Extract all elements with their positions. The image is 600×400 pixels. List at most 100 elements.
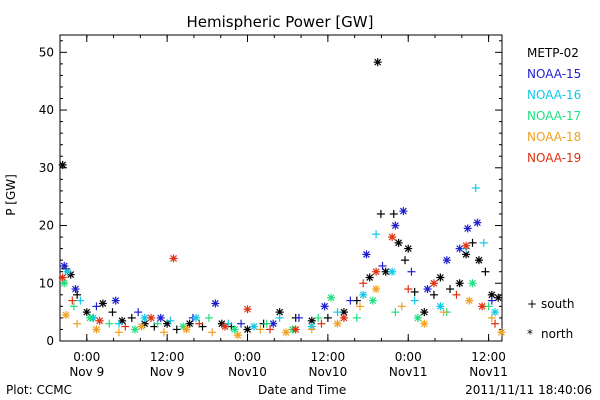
marker-stroke: [157, 314, 165, 322]
marker-stroke: [64, 268, 71, 276]
south-point: [256, 325, 265, 334]
north-point: [339, 313, 348, 322]
north-point: [282, 328, 291, 337]
north-point: [92, 325, 101, 334]
marker-legend-symbol: +: [527, 297, 537, 311]
south-point: [121, 322, 130, 331]
north-point: [63, 267, 72, 276]
north-point: [182, 325, 191, 334]
marker-stroke: [382, 268, 390, 276]
south-point: [468, 238, 477, 247]
marker-stroke: [308, 317, 316, 325]
south-point: [153, 319, 162, 328]
marker-stroke: [436, 302, 444, 310]
marker-stroke: [72, 285, 79, 293]
south-point: [333, 308, 342, 317]
marker-stroke: [292, 326, 300, 333]
south-point: [114, 328, 123, 337]
north-point: [269, 319, 278, 328]
marker-stroke: [221, 323, 229, 330]
marker-stroke: [170, 255, 177, 262]
series-metp-02: [58, 58, 503, 334]
north-point: [436, 302, 445, 311]
legend-item-noaa-16: NOAA-16: [527, 88, 581, 102]
north-point: [465, 296, 474, 305]
south-point: [105, 319, 114, 328]
marker-stroke: [282, 328, 290, 336]
marker-stroke: [491, 308, 499, 316]
marker-stroke: [388, 233, 396, 241]
north-point: [60, 279, 69, 288]
marker-stroke: [60, 262, 68, 270]
south-point: [166, 316, 175, 325]
north-point: [429, 279, 438, 288]
marker-stroke: [327, 294, 335, 302]
x-tick-label-date: Nov11: [389, 365, 428, 379]
north-point: [243, 305, 252, 314]
legend-item-noaa-18: NOAA-18: [527, 130, 581, 144]
marker-stroke: [340, 314, 348, 322]
marker-stroke: [96, 317, 104, 325]
south-point: [359, 279, 368, 288]
marker-stroke: [186, 320, 194, 328]
north-point: [388, 267, 397, 276]
marker-stroke: [478, 302, 486, 310]
legend-item-metp-02: METP-02: [527, 46, 579, 60]
chart-title: Hemispheric Power [GW]: [187, 13, 374, 31]
north-point: [147, 313, 156, 322]
south-point: [487, 296, 496, 305]
north-point: [61, 311, 70, 320]
marker-stroke: [62, 311, 70, 319]
south-point: [172, 325, 181, 334]
north-point: [359, 290, 368, 299]
north-point: [320, 302, 329, 311]
south-point: [294, 313, 303, 322]
north-point: [211, 299, 220, 308]
marker-stroke: [118, 317, 126, 325]
south-point: [356, 302, 365, 311]
marker-stroke: [99, 300, 107, 307]
marker-stroke: [363, 250, 370, 258]
y-tick-label: 50: [39, 45, 54, 59]
north-point: [497, 328, 506, 337]
north-point: [372, 285, 381, 294]
south-point: [92, 302, 101, 311]
north-point: [372, 267, 381, 276]
y-tick-label: 20: [39, 219, 54, 233]
south-point: [266, 325, 275, 334]
north-point: [327, 293, 336, 302]
marker-stroke: [369, 297, 377, 305]
x-tick-label-date: Nov 9: [150, 365, 185, 379]
north-point: [455, 279, 464, 288]
x-tick-label-date: Nov10: [228, 365, 267, 379]
south-point: [439, 308, 448, 317]
north-point: [368, 296, 377, 305]
south-point: [471, 184, 480, 192]
south-point: [262, 319, 271, 328]
marker-stroke: [244, 305, 251, 313]
south-point: [378, 261, 387, 270]
north-point: [494, 293, 503, 302]
north-point: [436, 273, 445, 282]
x-tick-label-time: 0:00: [395, 350, 422, 364]
marker-stroke: [86, 314, 94, 322]
marker-stroke: [276, 308, 284, 316]
marker-stroke: [83, 308, 91, 316]
marker-stroke: [372, 285, 380, 293]
marker-stroke: [334, 320, 341, 328]
marker-stroke: [231, 326, 239, 333]
north-point: [60, 261, 69, 270]
south-point: [323, 313, 332, 322]
marker-stroke: [464, 224, 472, 232]
north-point: [291, 325, 300, 334]
marker-stroke: [340, 308, 348, 316]
north-point: [85, 313, 94, 322]
x-tick-label-time: 12:00: [471, 350, 506, 364]
south-point: [76, 296, 85, 305]
x-tick-label-time: 0:00: [73, 350, 100, 364]
north-point: [221, 322, 230, 331]
series-noaa-18: [61, 285, 506, 340]
marker-stroke: [469, 279, 476, 287]
south-point: [410, 287, 419, 296]
